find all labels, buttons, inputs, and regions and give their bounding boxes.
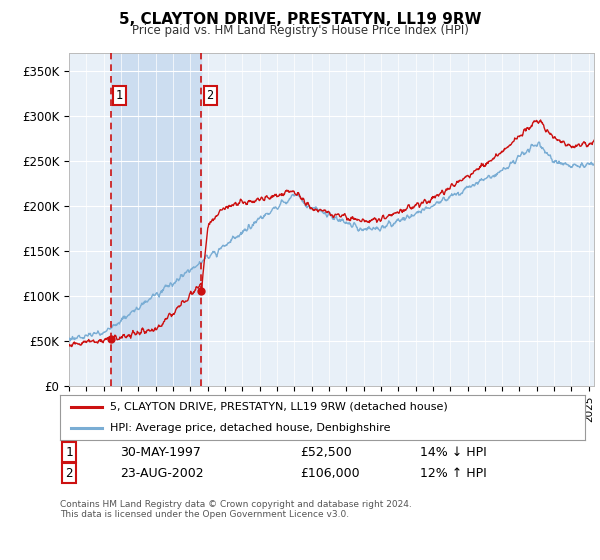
Text: £52,500: £52,500 <box>300 446 352 459</box>
Text: 1: 1 <box>65 446 73 459</box>
Text: 2: 2 <box>65 466 73 480</box>
Bar <box>111 53 202 386</box>
Text: 23-AUG-2002: 23-AUG-2002 <box>120 466 203 480</box>
Text: 30-MAY-1997: 30-MAY-1997 <box>120 446 201 459</box>
Text: Price paid vs. HM Land Registry's House Price Index (HPI): Price paid vs. HM Land Registry's House … <box>131 24 469 36</box>
Text: 5, CLAYTON DRIVE, PRESTATYN, LL19 9RW (detached house): 5, CLAYTON DRIVE, PRESTATYN, LL19 9RW (d… <box>110 402 448 412</box>
Text: 2: 2 <box>206 89 214 102</box>
Text: 5, CLAYTON DRIVE, PRESTATYN, LL19 9RW: 5, CLAYTON DRIVE, PRESTATYN, LL19 9RW <box>119 12 481 27</box>
Text: 1: 1 <box>116 89 123 102</box>
Text: Contains HM Land Registry data © Crown copyright and database right 2024.
This d: Contains HM Land Registry data © Crown c… <box>60 500 412 519</box>
Text: 14% ↓ HPI: 14% ↓ HPI <box>420 446 487 459</box>
Text: HPI: Average price, detached house, Denbighshire: HPI: Average price, detached house, Denb… <box>110 422 391 432</box>
Text: 12% ↑ HPI: 12% ↑ HPI <box>420 466 487 480</box>
Text: £106,000: £106,000 <box>300 466 359 480</box>
